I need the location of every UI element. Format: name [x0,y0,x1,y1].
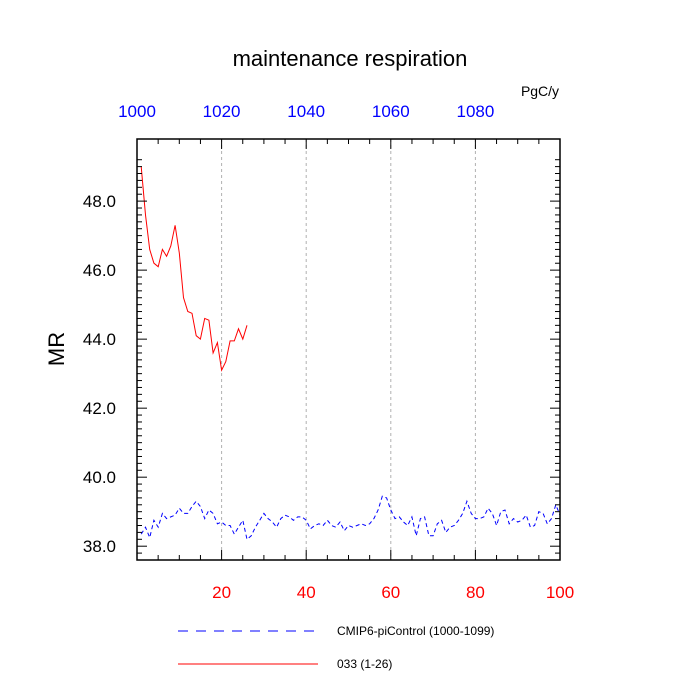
grid-lines [221,139,476,560]
x-tick-label: 100 [546,583,574,602]
run-series-line [140,166,248,372]
y-tick-label: 40.0 [83,468,116,487]
y-tick-label: 46.0 [83,261,116,280]
y-tick-label: 44.0 [83,330,116,349]
x-tick-label: 80 [466,583,485,602]
top-x-tick-label: 1000 [118,102,156,121]
top-x-tick-label: 1080 [456,102,494,121]
control-series-line [140,495,561,541]
x-tick-label: 40 [297,583,316,602]
x-tick-label: 20 [212,583,231,602]
tick-labels: 20 40 60 80 100 1000 1020 1040 1060 1080 38.0 40.0 4… [83,102,574,602]
y-tick-label: 38.0 [83,537,116,556]
plot-series [140,166,561,541]
units-label: PgC/y [521,83,559,99]
axis-ticks [136,139,561,561]
top-x-tick-label: 1020 [203,102,241,121]
plot-frame [136,138,561,561]
y-tick-label: 48.0 [83,192,116,211]
legend-label: 033 (1-26) [337,657,392,671]
chart-title: maintenance respiration [233,46,468,71]
top-x-tick-label: 1060 [372,102,410,121]
y-axis-label: MR [44,332,69,366]
legend-label: CMIP6-piControl (1000-1099) [337,624,494,638]
y-tick-label: 42.0 [83,399,116,418]
x-tick-label: 60 [381,583,400,602]
top-x-tick-label: 1040 [287,102,325,121]
legend: CMIP6-piControl (1000-1099) 033 (1-26) [178,624,494,671]
